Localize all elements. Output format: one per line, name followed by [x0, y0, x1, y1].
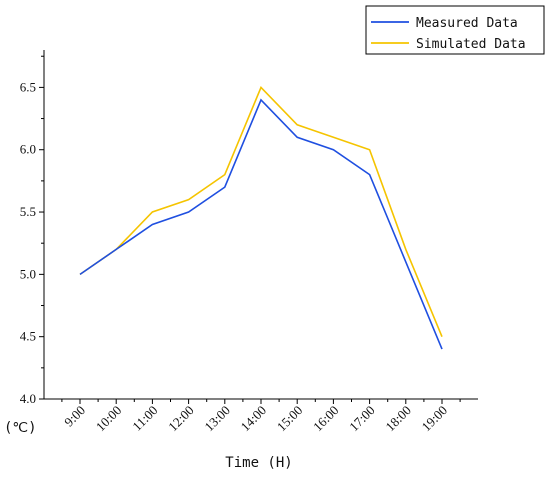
x-tick-label: 16:00: [310, 403, 342, 435]
x-tick-label: 10:00: [93, 403, 125, 435]
x-tick-label: 14:00: [238, 403, 270, 435]
legend: Measured Data Simulated Data: [365, 5, 545, 55]
x-axis-title: Time (H): [225, 455, 292, 471]
series-line-1: [79, 85, 443, 338]
series-layer: [79, 85, 443, 350]
axes: [43, 50, 478, 400]
x-tick-label: 9:00: [61, 403, 88, 430]
y-axis-label: (℃): [4, 420, 37, 436]
legend-label: Measured Data: [416, 16, 518, 31]
x-tick-label: 15:00: [274, 403, 306, 435]
legend-label: Simulated Data: [416, 37, 526, 52]
series-line-0: [79, 98, 443, 350]
x-tick-label: 11:00: [129, 403, 160, 434]
x-tick-label: 13:00: [201, 403, 233, 435]
legend-box: [365, 5, 545, 55]
y-tick-label: 6.0: [20, 142, 36, 157]
x-ticks: 9:00 10:00 11:00 12:00 13:00 14:00 15:00 16:00 1…: [61, 399, 461, 435]
y-tick-label: 5.0: [20, 266, 36, 281]
y-tick-label: 4.5: [20, 329, 36, 344]
x-tick-label: 18:00: [382, 403, 414, 435]
x-tick-label: 19:00: [419, 403, 451, 435]
x-tick-label: 17:00: [346, 403, 378, 435]
y-ticks: 4.0 4.5 5.0 5.5 6.0 6.5: [20, 55, 44, 406]
y-tick-label: 5.5: [20, 204, 36, 219]
y-tick-label: 4.0: [20, 391, 36, 406]
x-tick-label: 12:00: [165, 403, 197, 435]
y-tick-label: 6.5: [20, 79, 36, 94]
